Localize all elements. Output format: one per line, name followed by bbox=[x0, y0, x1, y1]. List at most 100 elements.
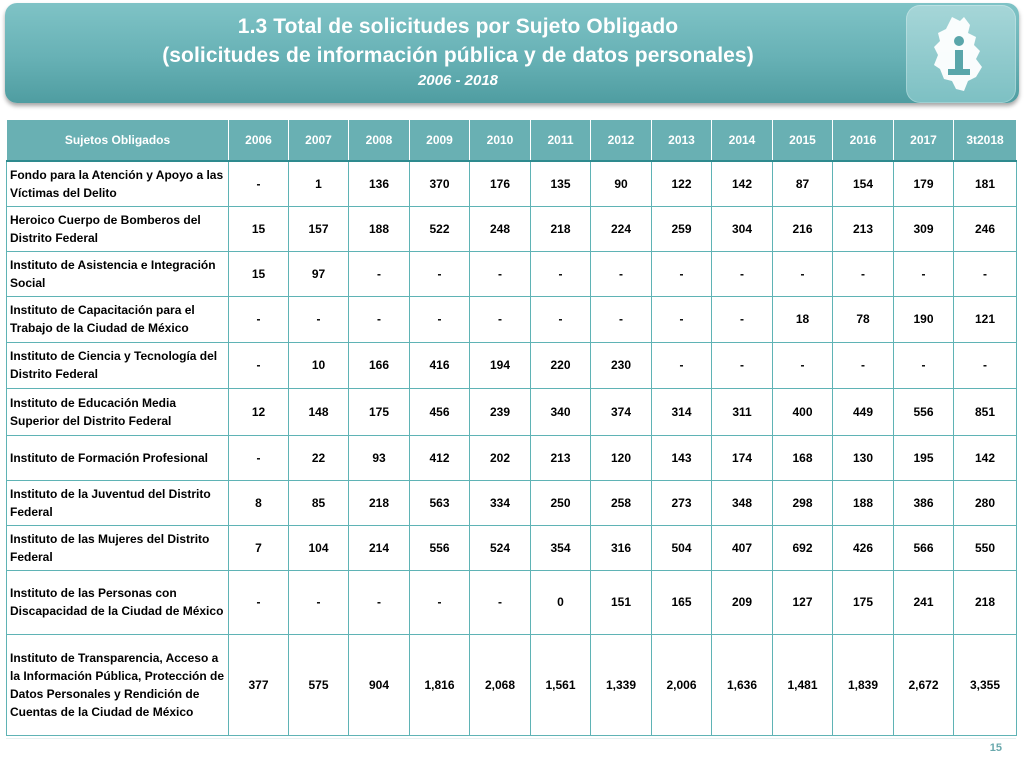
value-cell: 241 bbox=[893, 569, 954, 635]
value-cell: 354 bbox=[530, 524, 591, 571]
value-cell: 181 bbox=[953, 160, 1017, 207]
value-cell: 309 bbox=[893, 205, 954, 252]
value-cell: - bbox=[228, 160, 289, 207]
value-cell: 2,068 bbox=[469, 633, 531, 736]
value-cell: 377 bbox=[228, 633, 289, 736]
value-cell: 213 bbox=[530, 434, 591, 481]
value-cell: 10 bbox=[288, 341, 349, 389]
value-cell: - bbox=[711, 295, 773, 343]
value-cell: 316 bbox=[590, 524, 652, 571]
value-cell: - bbox=[288, 295, 349, 343]
value-cell: 90 bbox=[590, 160, 652, 207]
value-cell: 1,561 bbox=[530, 633, 591, 736]
subject-name-cell: Instituto de las Personas con Discapacid… bbox=[6, 569, 229, 635]
value-cell: 12 bbox=[228, 387, 289, 436]
value-cell: 259 bbox=[651, 205, 712, 252]
table-row: Instituto de Ciencia y Tecnología del Di… bbox=[6, 341, 1017, 389]
value-cell: 179 bbox=[893, 160, 954, 207]
value-cell: 216 bbox=[772, 205, 833, 252]
value-cell: 556 bbox=[893, 387, 954, 436]
value-cell: 386 bbox=[893, 479, 954, 526]
value-cell: - bbox=[590, 250, 652, 297]
value-cell: 426 bbox=[832, 524, 894, 571]
subject-name-cell: Instituto de Capacitación para el Trabaj… bbox=[6, 295, 229, 343]
subject-name-cell: Instituto de la Juventud del Distrito Fe… bbox=[6, 479, 229, 526]
value-cell: 188 bbox=[832, 479, 894, 526]
subject-name-cell: Instituto de Asistencia e Integración So… bbox=[6, 250, 229, 297]
subject-name-cell: Instituto de Ciencia y Tecnología del Di… bbox=[6, 341, 229, 389]
value-cell: - bbox=[651, 250, 712, 297]
value-cell: 166 bbox=[348, 341, 410, 389]
value-cell: 258 bbox=[590, 479, 652, 526]
column-header-year: 2010 bbox=[469, 119, 531, 162]
value-cell: - bbox=[893, 341, 954, 389]
column-header-year: 2016 bbox=[832, 119, 894, 162]
value-cell: 120 bbox=[590, 434, 652, 481]
value-cell: 15 bbox=[228, 250, 289, 297]
value-cell: 122 bbox=[651, 160, 712, 207]
subject-name-cell: Fondo para la Atención y Apoyo a las Víc… bbox=[6, 160, 229, 207]
value-cell: - bbox=[711, 250, 773, 297]
value-cell: 2,006 bbox=[651, 633, 712, 736]
value-cell: 1,636 bbox=[711, 633, 773, 736]
subject-name-cell: Instituto de Formación Profesional bbox=[6, 434, 229, 481]
value-cell: 93 bbox=[348, 434, 410, 481]
requests-table: Sujetos Obligados 2006 2007 2008 2009 2010 201… bbox=[6, 119, 1017, 736]
value-cell: - bbox=[530, 250, 591, 297]
value-cell: 188 bbox=[348, 205, 410, 252]
value-cell: 1,816 bbox=[409, 633, 470, 736]
table-row: Instituto de la Juventud del Distrito Fe… bbox=[6, 479, 1017, 526]
value-cell: 250 bbox=[530, 479, 591, 526]
value-cell: 190 bbox=[893, 295, 954, 343]
value-cell: 8 bbox=[228, 479, 289, 526]
value-cell: 550 bbox=[953, 524, 1017, 571]
value-cell: 3,355 bbox=[953, 633, 1017, 736]
value-cell: 416 bbox=[409, 341, 470, 389]
value-cell: 78 bbox=[832, 295, 894, 343]
column-header-year: 2008 bbox=[348, 119, 410, 162]
value-cell: 239 bbox=[469, 387, 531, 436]
value-cell: - bbox=[228, 434, 289, 481]
value-cell: - bbox=[409, 569, 470, 635]
value-cell: 136 bbox=[348, 160, 410, 207]
title-block: 1.3 Total de solicitudes por Sujeto Obli… bbox=[10, 12, 906, 92]
value-cell: - bbox=[772, 341, 833, 389]
table-row: Fondo para la Atención y Apoyo a las Víc… bbox=[6, 160, 1017, 207]
value-cell: 280 bbox=[953, 479, 1017, 526]
value-cell: 1,839 bbox=[832, 633, 894, 736]
value-cell: 246 bbox=[953, 205, 1017, 252]
value-cell: 370 bbox=[409, 160, 470, 207]
table-row: Instituto de Transparencia, Acceso a la … bbox=[6, 633, 1017, 736]
column-header-year: 2014 bbox=[711, 119, 773, 162]
column-header-year: 2009 bbox=[409, 119, 470, 162]
value-cell: 334 bbox=[469, 479, 531, 526]
table-row: Instituto de Asistencia e Integración So… bbox=[6, 250, 1017, 297]
value-cell: 87 bbox=[772, 160, 833, 207]
table-body: Fondo para la Atención y Apoyo a las Víc… bbox=[6, 160, 1017, 736]
value-cell: - bbox=[228, 569, 289, 635]
value-cell: 374 bbox=[590, 387, 652, 436]
value-cell: 400 bbox=[772, 387, 833, 436]
value-cell: 304 bbox=[711, 205, 773, 252]
subject-name-cell: Instituto de Transparencia, Acceso a la … bbox=[6, 633, 229, 736]
value-cell: - bbox=[651, 341, 712, 389]
value-cell: - bbox=[228, 295, 289, 343]
column-header-year: 3t2018 bbox=[953, 119, 1017, 162]
value-cell: - bbox=[348, 250, 410, 297]
table-row: Heroico Cuerpo de Bomberos del Distrito … bbox=[6, 205, 1017, 252]
value-cell: 121 bbox=[953, 295, 1017, 343]
value-cell: 220 bbox=[530, 341, 591, 389]
value-cell: 314 bbox=[651, 387, 712, 436]
value-cell: 1 bbox=[288, 160, 349, 207]
column-header-year: 2017 bbox=[893, 119, 954, 162]
page-title: 1.3 Total de solicitudes por Sujeto Obli… bbox=[237, 15, 679, 38]
value-cell: 449 bbox=[832, 387, 894, 436]
column-header-year: 2013 bbox=[651, 119, 712, 162]
value-cell: 311 bbox=[711, 387, 773, 436]
value-cell: 563 bbox=[409, 479, 470, 526]
value-cell: 85 bbox=[288, 479, 349, 526]
value-cell: 194 bbox=[469, 341, 531, 389]
value-cell: 522 bbox=[409, 205, 470, 252]
value-cell: 142 bbox=[953, 434, 1017, 481]
value-cell: 202 bbox=[469, 434, 531, 481]
